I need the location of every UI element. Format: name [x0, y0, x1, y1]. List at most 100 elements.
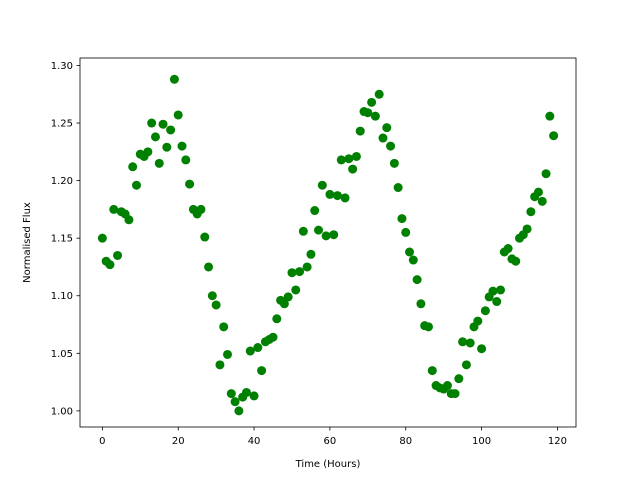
y-tick-label: 1.10 [51, 291, 73, 302]
y-axis-label: Normalised Flux [22, 202, 33, 283]
data-point [355, 126, 365, 136]
data-point [279, 299, 289, 309]
data-point [340, 193, 350, 203]
data-point [302, 262, 312, 272]
data-point [405, 247, 415, 257]
data-point [272, 314, 282, 324]
data-point [219, 322, 229, 332]
data-point [249, 391, 259, 401]
data-point [473, 316, 483, 326]
plot-area [80, 58, 576, 427]
plot-frame [79, 57, 577, 428]
data-point [416, 299, 426, 309]
data-point [522, 224, 532, 234]
data-point [454, 374, 464, 384]
data-point [329, 230, 339, 240]
data-point [393, 183, 403, 193]
data-point [287, 268, 297, 278]
data-point [169, 74, 179, 84]
data-point [325, 189, 335, 199]
data-point [442, 381, 452, 391]
data-point [132, 180, 141, 190]
data-point [158, 119, 168, 129]
data-point [389, 158, 399, 168]
data-points [97, 74, 559, 416]
x-tick-label: 0 [99, 436, 105, 447]
y-tick-label: 1.20 [51, 176, 73, 187]
data-point [173, 110, 183, 120]
data-point [496, 285, 506, 295]
y-axis-ticks: 1.00 1.05 1.10 1.15 1.20 1.25 1.30 [51, 61, 80, 417]
data-point [423, 322, 433, 332]
data-point [143, 147, 153, 157]
data-point [378, 133, 388, 143]
data-point [317, 180, 327, 190]
data-point [545, 111, 555, 121]
data-point [503, 244, 513, 254]
data-point [477, 344, 487, 354]
data-point [348, 164, 358, 174]
x-tick-label: 120 [548, 436, 567, 447]
data-point [295, 267, 305, 277]
data-point [200, 232, 210, 242]
data-point [401, 227, 411, 237]
data-point [124, 215, 134, 225]
x-tick-label: 100 [472, 436, 491, 447]
data-point [370, 111, 380, 121]
data-point [314, 225, 324, 235]
data-point [351, 151, 361, 161]
data-point [204, 262, 214, 272]
data-point [408, 255, 418, 265]
data-point [234, 406, 244, 416]
data-point [128, 162, 138, 172]
x-tick-label: 60 [324, 436, 337, 447]
data-point [306, 249, 316, 259]
y-tick-label: 1.25 [51, 119, 73, 130]
y-tick-label: 1.30 [51, 61, 73, 72]
data-point [374, 89, 384, 99]
data-point [291, 285, 301, 295]
data-point [549, 131, 559, 141]
data-point [492, 297, 502, 307]
data-point [166, 125, 176, 135]
data-point [344, 154, 354, 164]
data-point [97, 233, 107, 243]
data-point [382, 123, 392, 133]
data-point [480, 306, 490, 316]
data-point [211, 300, 221, 310]
data-point [427, 366, 437, 376]
data-point [458, 337, 468, 347]
data-point [283, 292, 293, 302]
data-point [150, 132, 160, 142]
data-point [461, 360, 471, 370]
data-point [533, 187, 543, 197]
x-tick-label: 20 [172, 436, 185, 447]
data-point [147, 118, 157, 128]
data-point [336, 155, 346, 165]
data-point [154, 158, 164, 168]
data-point [207, 291, 217, 301]
x-tick-label: 80 [399, 436, 412, 447]
x-axis-label: Time (Hours) [295, 459, 361, 470]
data-point [162, 142, 172, 152]
data-point [386, 141, 396, 151]
y-tick-label: 1.05 [51, 349, 73, 360]
data-point [541, 169, 551, 179]
data-point [226, 389, 236, 399]
data-point [321, 231, 331, 241]
data-point [196, 204, 206, 214]
data-point [450, 389, 460, 399]
x-axis-ticks: 0 20 40 60 80 100 120 [99, 427, 567, 447]
data-point [177, 141, 187, 151]
data-point [230, 397, 240, 407]
data-point [488, 286, 498, 296]
data-point [367, 97, 377, 107]
y-tick-label: 1.00 [51, 406, 73, 417]
data-point [257, 366, 267, 376]
data-point [113, 250, 123, 260]
data-point [185, 179, 195, 189]
data-point [268, 332, 278, 342]
data-point [526, 207, 536, 217]
x-tick-label: 40 [248, 436, 261, 447]
y-tick-label: 1.15 [51, 234, 73, 245]
